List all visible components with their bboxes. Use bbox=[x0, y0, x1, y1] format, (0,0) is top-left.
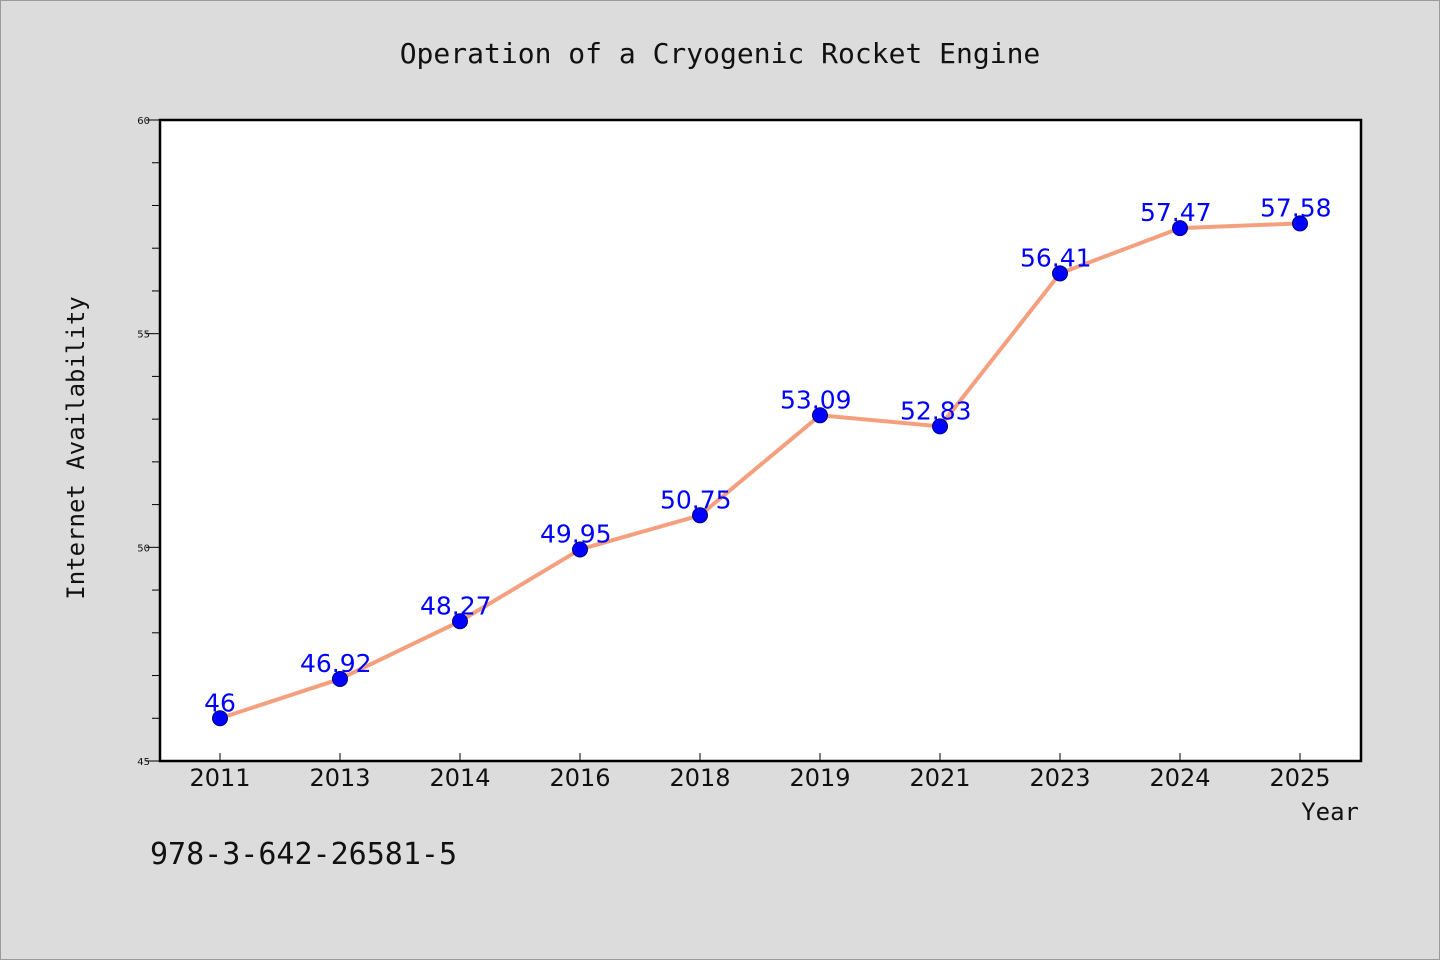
data-label: 46.92 bbox=[300, 649, 372, 678]
data-label: 56.41 bbox=[1020, 243, 1092, 272]
x-tick-label: 2024 bbox=[1149, 764, 1210, 792]
x-tick-label: 2014 bbox=[429, 764, 490, 792]
x-tick-label: 2013 bbox=[309, 764, 370, 792]
data-label: 57.58 bbox=[1260, 193, 1332, 222]
data-point bbox=[212, 710, 228, 727]
plot-area bbox=[160, 120, 1361, 761]
data-point bbox=[572, 541, 588, 558]
y-axis: 45 50 55 60 bbox=[137, 116, 160, 768]
footer-isbn: 978-3-642-26581-5 bbox=[150, 837, 457, 872]
data-label: 52.83 bbox=[900, 396, 972, 425]
data-point bbox=[452, 613, 468, 630]
data-point bbox=[332, 670, 348, 687]
data-point bbox=[1172, 220, 1188, 237]
data-point bbox=[1292, 215, 1308, 232]
data-point bbox=[1052, 265, 1068, 282]
data-label: 48.27 bbox=[420, 591, 492, 620]
data-point bbox=[812, 407, 828, 424]
data-labels: 46 46.92 48.27 49.95 50.75 53.09 52.83 56.41 57.… bbox=[204, 193, 1331, 717]
y-axis-title: Internet Availability bbox=[62, 296, 90, 599]
y-tick-label: 60 bbox=[137, 116, 150, 127]
x-tick-label: 2023 bbox=[1029, 764, 1090, 792]
plot-border bbox=[158, 118, 1363, 763]
x-tick-label: 2011 bbox=[189, 764, 250, 792]
series-line bbox=[219, 221, 1301, 721]
x-tick-label: 2025 bbox=[1269, 764, 1330, 792]
data-point bbox=[692, 507, 708, 524]
data-label: 57.47 bbox=[1140, 198, 1212, 227]
x-axis-title: Year bbox=[1301, 798, 1359, 826]
x-tick-label: 2016 bbox=[549, 764, 610, 792]
data-markers bbox=[212, 215, 1308, 727]
data-point bbox=[932, 418, 948, 435]
x-tick-label: 2019 bbox=[789, 764, 850, 792]
y-tick-label: 55 bbox=[137, 330, 150, 341]
data-label: 46 bbox=[204, 688, 236, 717]
y-tick-label: 45 bbox=[137, 757, 150, 768]
y-tick-label: 50 bbox=[137, 543, 150, 554]
data-label: 53.09 bbox=[780, 385, 852, 414]
x-tick-label: 2021 bbox=[909, 764, 970, 792]
x-axis: 2011 2013 2014 2016 2018 2019 2021 2023 2024 2025 bbox=[189, 753, 1331, 792]
chart-title: Operation of a Cryogenic Rocket Engine bbox=[400, 37, 1041, 70]
x-tick-label: 2018 bbox=[669, 764, 730, 792]
data-label: 50.75 bbox=[660, 485, 732, 514]
data-label: 49.95 bbox=[540, 519, 612, 548]
